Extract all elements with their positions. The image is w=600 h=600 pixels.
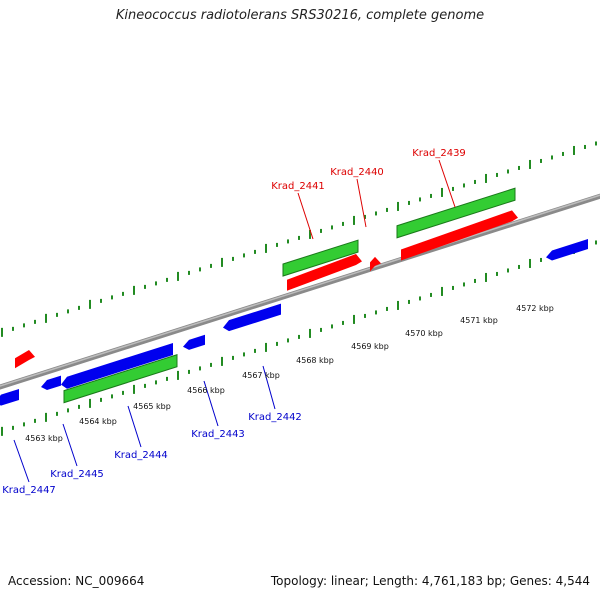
- gene-labels: Krad_2447Krad_2445Krad_2444Krad_2443Krad…: [2, 148, 466, 496]
- label-krad-2440: Krad_2440: [330, 167, 384, 178]
- scale-label-4564: 4564 kbp: [79, 417, 117, 426]
- scale-label-4565: 4565 kbp: [133, 402, 171, 411]
- leader-krad-2440: [356, 178, 367, 228]
- scale-labels: 4563 kbp 4564 kbp 4565 kbp 4566 kbp 4567 kbp…: [25, 304, 554, 443]
- map-title: Kineococcus radiotolerans SRS30216, comp…: [115, 8, 485, 23]
- cds-krad-2439-box: [396, 187, 516, 239]
- tick-marks: [1, 141, 597, 436]
- label-krad-2441: Krad_2441: [271, 181, 325, 192]
- gene-offscreen-left-arrow: [15, 349, 35, 369]
- label-krad-2445: Krad_2445: [50, 469, 104, 480]
- leader-krad-2443: [203, 380, 219, 427]
- label-krad-2444: Krad_2444: [114, 450, 168, 461]
- leader-krad-2444: [127, 405, 142, 448]
- label-krad-2443: Krad_2443: [191, 429, 245, 440]
- gene-krad-2439-arrow: [401, 210, 518, 261]
- label-krad-2439: Krad_2439: [412, 148, 466, 159]
- gene-krad-2447-arrow: [0, 388, 19, 406]
- scale-label-4571: 4571 kbp: [460, 316, 498, 325]
- genome-backbone: [0, 193, 600, 390]
- gene-krad-2441-arrow: [287, 253, 362, 291]
- gene-krad-2440-arrow: [370, 256, 381, 272]
- gene-krad-2442-arrow: [223, 303, 281, 332]
- cds-krad-2441-box: [282, 239, 359, 277]
- scale-label-4572: 4572 kbp: [516, 304, 554, 313]
- leader-krad-2445: [62, 423, 78, 467]
- gene-krad-2444-arrow: [61, 342, 173, 389]
- accession-text: Accession: NC_009664: [8, 574, 145, 588]
- leader-krad-2447: [13, 439, 30, 483]
- gene-krad-2443-arrow: [183, 334, 205, 350]
- label-krad-2442: Krad_2442: [248, 412, 302, 423]
- scale-label-4567: 4567 kbp: [242, 371, 280, 380]
- genome-summary-text: Topology: linear; Length: 4,761,183 bp; …: [270, 574, 590, 588]
- gene-rightmost-arrow: [546, 239, 588, 261]
- scale-label-4569: 4569 kbp: [351, 342, 389, 351]
- scale-label-4566: 4566 kbp: [187, 386, 225, 395]
- gene-features: [0, 187, 588, 406]
- backbone-highlight: [0, 194, 600, 387]
- leader-krad-2439: [438, 159, 456, 208]
- leader-krad-2442: [262, 365, 276, 410]
- scale-label-4563: 4563 kbp: [25, 434, 63, 443]
- backbone-line: [0, 193, 600, 390]
- label-krad-2447: Krad_2447: [2, 485, 56, 496]
- gene-krad-2445-arrow: [41, 375, 61, 391]
- leader-krad-2441: [297, 192, 314, 240]
- cds-krad-2444-box: [63, 354, 178, 404]
- scale-label-4568: 4568 kbp: [296, 356, 334, 365]
- scale-label-4570: 4570 kbp: [405, 329, 443, 338]
